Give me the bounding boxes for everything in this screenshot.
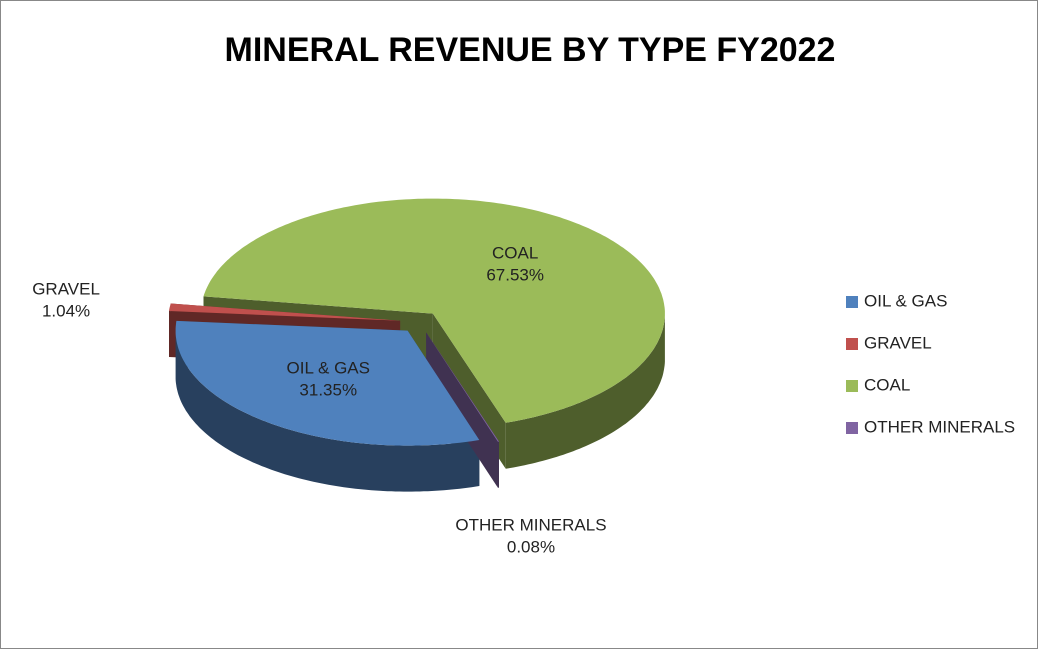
chart-title: MINERAL REVENUE BY TYPE FY2022 [225,31,836,69]
data-label-value: 1.04% [42,302,90,321]
legend-label: GRAVEL [864,333,932,352]
data-label-value: 0.08% [507,537,555,556]
slice [203,198,665,423]
slice [169,303,401,321]
data-label-name: OIL & GAS [287,359,370,378]
data-label-name: OTHER MINERALS [455,515,606,534]
data-label-value: 31.35% [299,381,357,400]
slice-outer-wall [175,330,480,492]
legend-label: OTHER MINERALS [864,417,1015,436]
slice [426,332,499,442]
slice-side [426,332,498,488]
slice [175,320,480,446]
legend-label: OIL & GAS [864,291,947,310]
data-label-name: GRAVEL [32,280,100,299]
slice-outer-wall [505,315,665,469]
data-label-value: 67.53% [486,266,544,285]
legend-swatch [846,338,858,350]
legend-swatch [846,296,858,308]
slice-outer-wall [497,441,499,488]
data-label-name: COAL [492,244,538,263]
legend-swatch [846,380,858,392]
legend-label: COAL [864,375,910,394]
legend-swatch [846,422,858,434]
